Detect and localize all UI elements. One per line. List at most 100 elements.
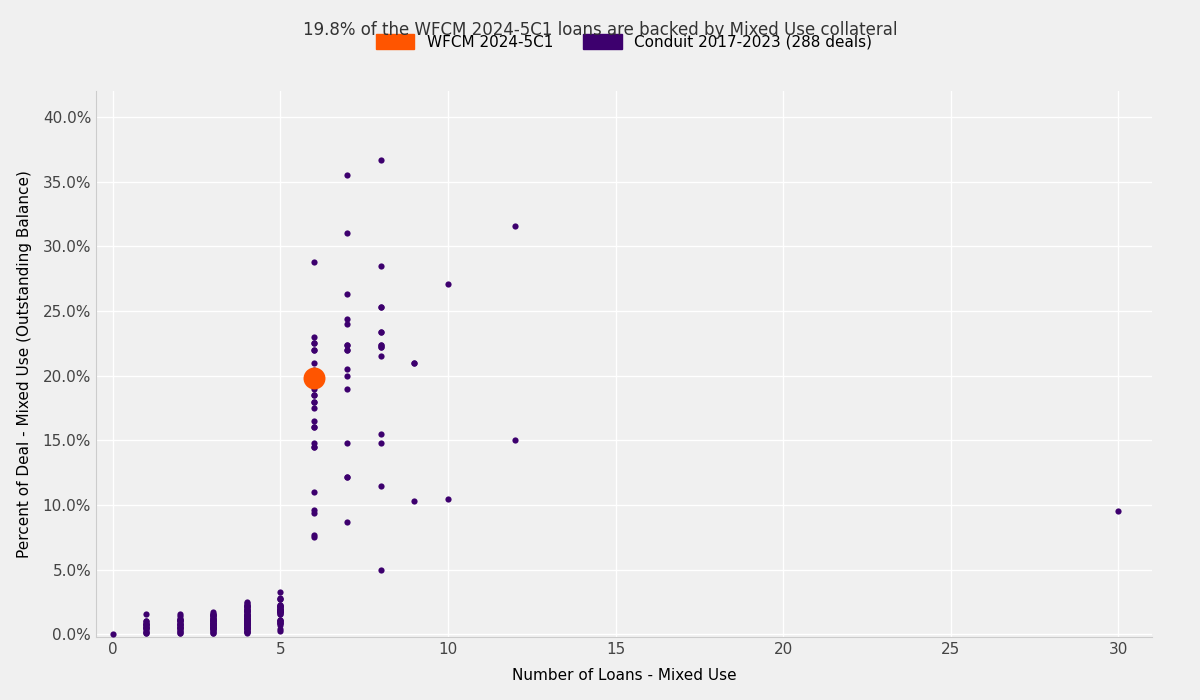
Point — [204, 610, 223, 622]
Point — [305, 344, 324, 356]
Point — [305, 396, 324, 407]
Point — [271, 603, 290, 614]
Point — [170, 620, 190, 631]
Point — [305, 389, 324, 400]
Point — [305, 532, 324, 543]
Point — [137, 616, 156, 627]
Point — [371, 302, 390, 313]
Point — [238, 601, 257, 612]
Point — [271, 604, 290, 615]
Point — [204, 620, 223, 631]
Point — [238, 622, 257, 634]
Point — [238, 612, 257, 623]
Point — [238, 607, 257, 618]
Point — [204, 627, 223, 638]
Point — [271, 603, 290, 614]
Point — [1109, 506, 1128, 517]
Point — [438, 278, 457, 289]
Point — [338, 169, 358, 181]
Point — [238, 617, 257, 629]
Point — [271, 620, 290, 631]
Point — [204, 610, 223, 622]
Point — [238, 599, 257, 610]
Point — [338, 383, 358, 394]
Point — [238, 601, 257, 612]
Point — [371, 326, 390, 337]
Point — [371, 480, 390, 491]
Point — [204, 616, 223, 627]
Point — [204, 617, 223, 629]
Point — [170, 615, 190, 626]
Point — [238, 610, 257, 621]
Point — [305, 486, 324, 498]
Point — [305, 337, 324, 349]
Point — [305, 365, 324, 376]
Point — [371, 342, 390, 353]
Point — [338, 363, 358, 374]
Point — [305, 344, 324, 356]
Point — [371, 302, 390, 313]
Point — [338, 228, 358, 239]
Point — [238, 606, 257, 617]
Point — [170, 624, 190, 635]
Point — [137, 621, 156, 632]
Point — [271, 615, 290, 626]
Point — [238, 613, 257, 624]
Point — [305, 357, 324, 368]
Point — [170, 620, 190, 631]
Point — [170, 627, 190, 638]
Point — [238, 619, 257, 630]
Point — [204, 608, 223, 620]
Point — [438, 493, 457, 504]
Point — [305, 402, 324, 414]
Point — [305, 508, 324, 519]
Point — [271, 607, 290, 618]
Point — [238, 606, 257, 617]
Point — [204, 621, 223, 632]
Point — [238, 615, 257, 626]
Point — [137, 626, 156, 638]
Point — [204, 625, 223, 636]
Point — [204, 612, 223, 623]
Point — [170, 625, 190, 636]
Point — [204, 625, 223, 636]
Point — [271, 617, 290, 629]
Point — [305, 372, 324, 384]
Point — [338, 339, 358, 350]
Point — [505, 435, 524, 446]
Point — [238, 624, 257, 635]
Point — [271, 625, 290, 636]
Point — [338, 516, 358, 527]
Point — [238, 620, 257, 631]
Point — [204, 619, 223, 630]
Point — [305, 389, 324, 400]
Point — [238, 603, 257, 614]
Point — [238, 604, 257, 615]
Point — [170, 613, 190, 624]
Point — [204, 616, 223, 627]
Point — [238, 601, 257, 612]
Point — [137, 627, 156, 638]
Point — [204, 608, 223, 620]
Point — [170, 616, 190, 627]
Point — [238, 613, 257, 624]
Point — [271, 601, 290, 612]
X-axis label: Number of Loans - Mixed Use: Number of Loans - Mixed Use — [511, 668, 737, 683]
Point — [271, 606, 290, 617]
Point — [170, 619, 190, 630]
Point — [204, 622, 223, 634]
Point — [170, 608, 190, 620]
Point — [271, 601, 290, 612]
Point — [305, 441, 324, 452]
Point — [137, 625, 156, 636]
Point — [271, 603, 290, 614]
Point — [137, 619, 156, 630]
Point — [271, 594, 290, 605]
Point — [305, 422, 324, 433]
Point — [371, 260, 390, 272]
Point — [204, 620, 223, 631]
Point — [271, 601, 290, 612]
Point — [271, 607, 290, 618]
Point — [238, 610, 257, 622]
Point — [137, 608, 156, 620]
